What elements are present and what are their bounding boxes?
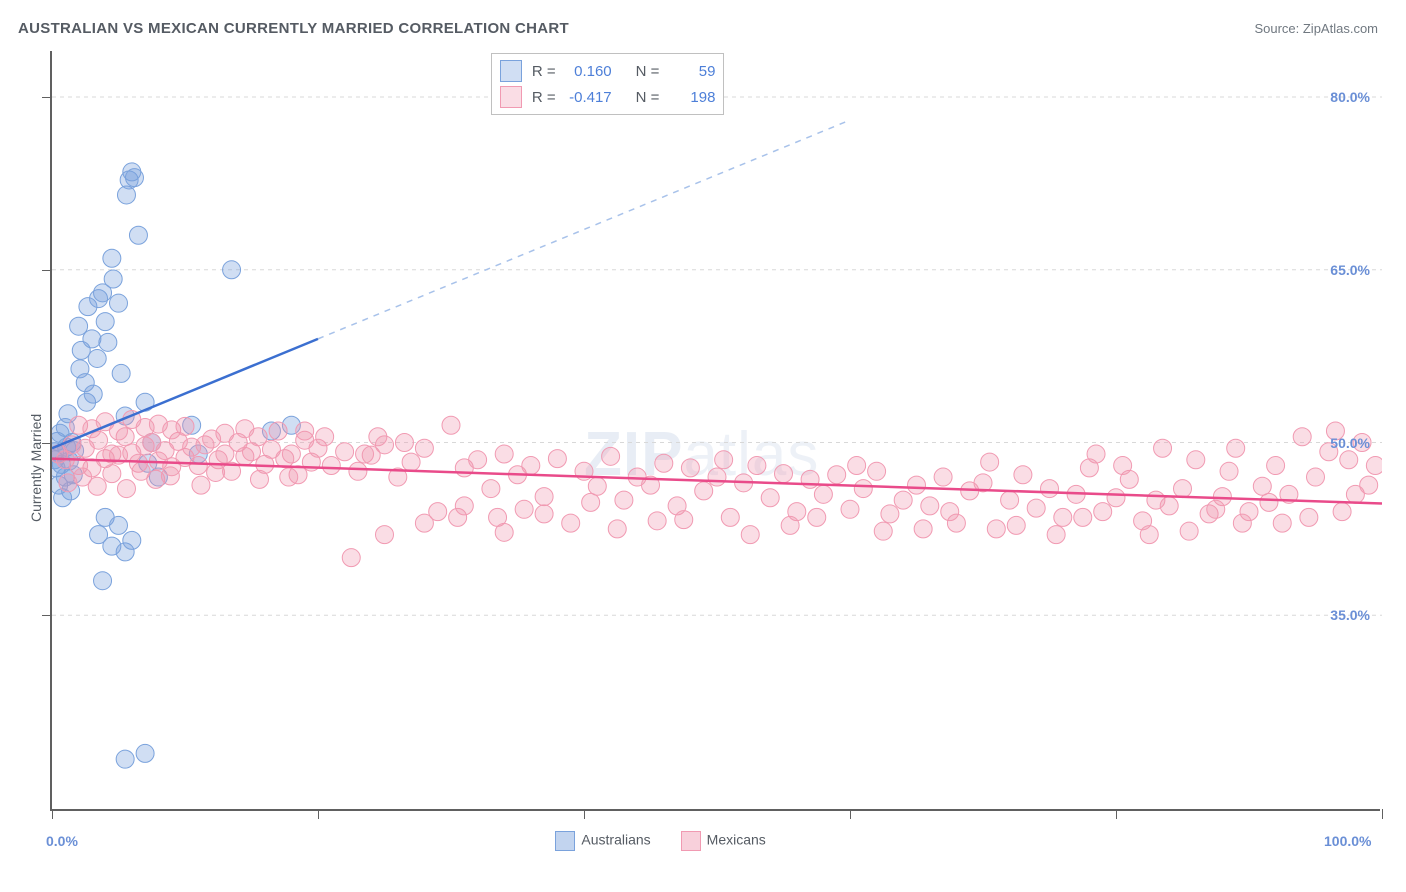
- legend-swatch-icon: [555, 831, 575, 851]
- trend-line-extrapolated: [318, 120, 850, 339]
- y-tick-label: 65.0%: [1300, 262, 1370, 278]
- y-tick-label: 50.0%: [1300, 435, 1370, 451]
- y-tick-label: 80.0%: [1300, 89, 1370, 105]
- chart-title: AUSTRALIAN VS MEXICAN CURRENTLY MARRIED …: [18, 20, 569, 37]
- stat-r-value: -0.417: [562, 89, 612, 106]
- stat-r-label: R =: [532, 63, 556, 80]
- bottom-legend: Australians Mexicans: [555, 831, 765, 851]
- legend-swatch-icon: [500, 60, 522, 82]
- stats-row: R = 0.160 N = 59: [500, 58, 716, 84]
- stat-r-value: 0.160: [562, 63, 612, 80]
- legend-label: Mexicans: [707, 832, 766, 848]
- x-axis-min-label: 0.0%: [46, 833, 78, 849]
- stats-row: R = -0.417 N = 198: [500, 84, 716, 110]
- legend-label: Australians: [581, 832, 650, 848]
- trend-line: [52, 459, 1382, 504]
- stat-n-value: 198: [665, 89, 715, 106]
- legend-item: Australians: [555, 831, 650, 851]
- chart-source: Source: ZipAtlas.com: [1254, 21, 1378, 36]
- plot-area: ZIPatlas R =0.160N =59R =-0.417N =198 80…: [50, 51, 1380, 811]
- chart-area: ZIPatlas R =0.160N =59R =-0.417N =198 80…: [0, 41, 1406, 881]
- chart-header: AUSTRALIAN VS MEXICAN CURRENTLY MARRIED …: [0, 0, 1406, 41]
- y-tick-label: 35.0%: [1300, 607, 1370, 623]
- stat-n-label: N =: [636, 63, 660, 80]
- legend-item: Mexicans: [681, 831, 766, 851]
- x-axis-max-label: 100.0%: [1324, 833, 1371, 849]
- legend-swatch-icon: [681, 831, 701, 851]
- stat-r-label: R =: [532, 89, 556, 106]
- trend-line: [52, 339, 318, 448]
- legend-swatch-icon: [500, 86, 522, 108]
- y-axis-label: Currently Married: [28, 414, 44, 522]
- trendlines-layer: [52, 51, 1382, 811]
- stat-n-value: 59: [665, 63, 715, 80]
- stat-n-label: N =: [636, 89, 660, 106]
- stats-legend-box: R = 0.160 N = 59 R = -0.417 N = 198: [491, 53, 725, 115]
